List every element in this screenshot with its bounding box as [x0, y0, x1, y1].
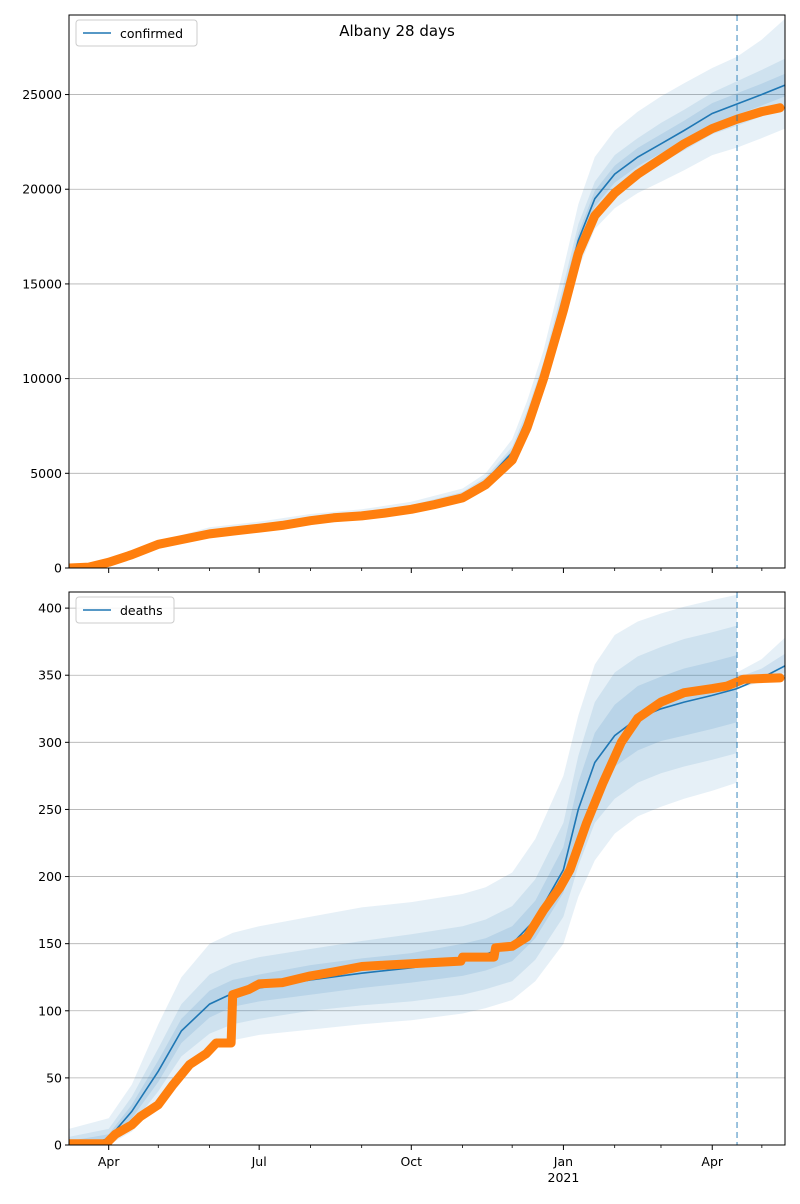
deaths-ytick-label: 200: [38, 869, 62, 884]
xtick-label: Jul: [251, 1154, 267, 1169]
deaths-ytick-label: 50: [46, 1070, 62, 1085]
confirmed-ytick-label: 25000: [22, 87, 62, 102]
confirmed-band-inner: [69, 73, 785, 568]
deaths-ytick-label: 0: [54, 1138, 62, 1153]
confirmed-ytick-label: 10000: [22, 371, 62, 386]
confirmed-legend: confirmed: [75, 19, 198, 47]
confirmed-panel: 0 5000 10000 15000 20000 25000 confirmed: [22, 14, 786, 576]
deaths-observed-line: [69, 673, 785, 1145]
confirmed-observed-line: [69, 103, 785, 568]
deaths-legend-box: [75, 596, 175, 624]
confirmed-ytick-label: 0: [54, 561, 62, 576]
xtick-year-label: 2021: [548, 1170, 580, 1185]
confirmed-band-outer: [69, 18, 785, 568]
confirmed-ytick-label: 5000: [30, 466, 62, 481]
xtick-label: Apr: [701, 1154, 723, 1169]
deaths-ytick-label: 350: [38, 668, 62, 683]
confirmed-legend-box: [75, 19, 198, 47]
confirmed-legend-label: confirmed: [120, 26, 183, 41]
deaths-ytick-label: 300: [38, 735, 62, 750]
confirmed-axes-frame: [68, 14, 786, 569]
xtick-label: Apr: [98, 1154, 120, 1169]
deaths-panel: 0 50 100 150 200 250 300 350 400 Apr Jul Oct Jan2021…: [38, 591, 786, 1185]
deaths-legend: deaths: [75, 596, 175, 624]
xtick-label: Oct: [400, 1154, 422, 1169]
deaths-ytick-label: 100: [38, 1003, 62, 1018]
confirmed-ytick-label: 20000: [22, 182, 62, 197]
deaths-plot-area: [69, 594, 785, 1145]
chart-title: Albany 28 days: [339, 22, 455, 40]
deaths-ytick-label: 250: [38, 802, 62, 817]
xtick-label: Jan: [553, 1154, 573, 1169]
deaths-ytick-label: 150: [38, 936, 62, 951]
deaths-axes-frame: [68, 591, 786, 1146]
deaths-band-forecast-outer: [737, 637, 785, 682]
deaths-legend-label: deaths: [120, 603, 163, 618]
confirmed-plot-area: [69, 18, 785, 568]
deaths-band-inner: [69, 655, 737, 1145]
deaths-ytick-label: 400: [38, 601, 62, 616]
confirmed-ytick-label: 15000: [22, 276, 62, 291]
